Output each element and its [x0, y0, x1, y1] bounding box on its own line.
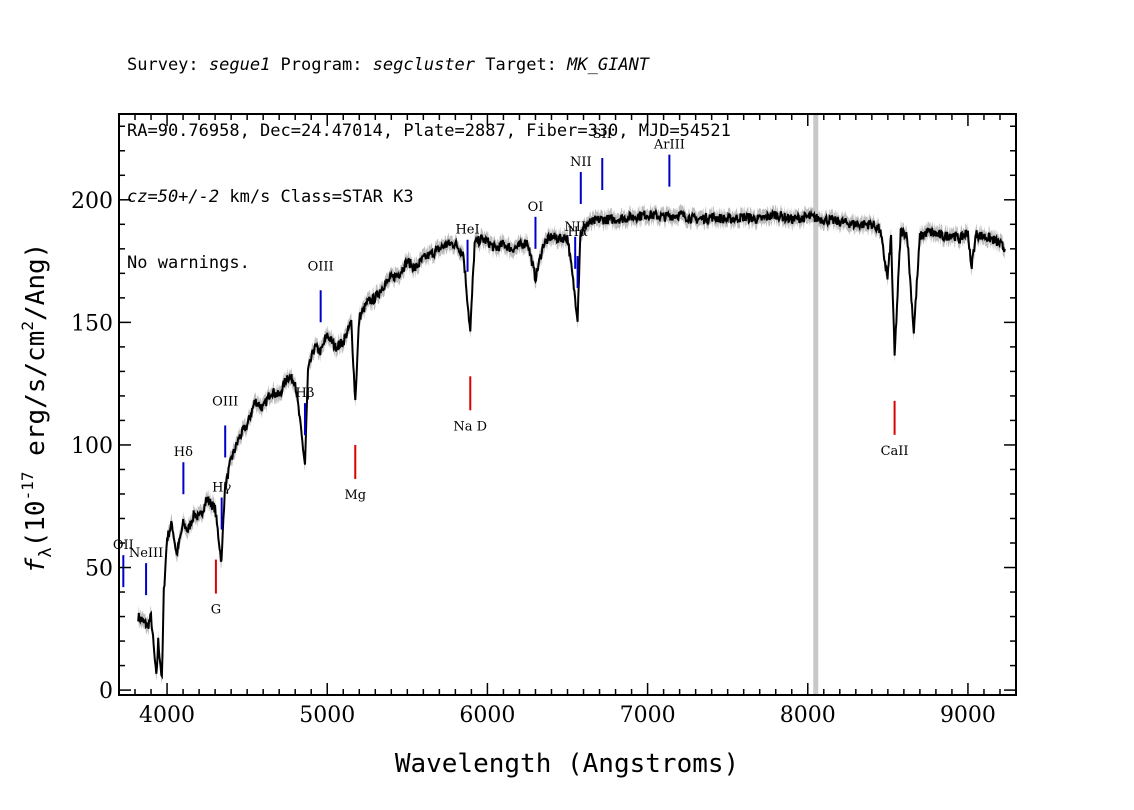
header-line-1: Survey: segue1 Program: segcluster Targe…: [127, 54, 731, 76]
spectral-line-label: ArIII: [653, 138, 685, 153]
spectral-line-label: Hβ: [296, 386, 315, 401]
spectral-line-label: OI: [528, 200, 544, 215]
spectral-line-label: HeI: [455, 223, 479, 238]
y-tick-label: 0: [99, 679, 113, 704]
program-value: segcluster: [372, 55, 476, 75]
x-tick-label: 8000: [780, 703, 836, 728]
y-tick-label: 200: [71, 189, 113, 214]
program-label: Program:: [270, 55, 373, 75]
header-line-3: cz=50+/-2 km/s Class=STAR K3: [127, 186, 731, 208]
spectral-line-label: OIII: [212, 394, 238, 409]
axis-ticks: 4000 5000 6000 7000 8000 9000 0 50 100 150 200: [71, 114, 1017, 728]
spectral-line-label: Mg: [344, 488, 366, 503]
x-tick-label: 6000: [459, 703, 515, 728]
spectral-line-label: Na D: [453, 419, 487, 434]
y-axis-label: fλ(10-17 erg/s/cm2/Ang): [18, 243, 56, 574]
spectral-line-label: NII: [564, 220, 586, 235]
y-tick-label: 50: [85, 557, 113, 582]
header-line-2: RA=90.76958, Dec=24.47014, Plate=2887, F…: [127, 121, 731, 141]
y-tick-label: 100: [71, 434, 113, 459]
x-tick-label: 4000: [139, 703, 195, 728]
x-tick-label: 7000: [620, 703, 676, 728]
target-value: MK_GIANT: [567, 55, 650, 75]
spectral-line-label: NII: [570, 155, 592, 170]
spectrum-line: [137, 207, 1006, 680]
spectral-line-label: Hδ: [174, 445, 193, 460]
redshift-value: cz=50+/-2: [127, 187, 220, 207]
spectral-line-label: G: [211, 603, 221, 618]
survey-label: Survey:: [127, 55, 209, 75]
class-text: km/s Class=STAR K3: [219, 187, 414, 207]
line-markers: OIINeIIIHδHγOIIIHβOIIIHeIOINIIHαNIISIIAr…: [113, 127, 909, 618]
spectral-line-label: OIII: [308, 259, 334, 274]
header-line-4: No warnings.: [127, 253, 250, 273]
y-tick-label: 150: [71, 311, 113, 336]
spectral-line-label: CaII: [881, 444, 909, 459]
spectral-line-label: NeIII: [129, 546, 163, 561]
spectral-line-label: Hγ: [212, 481, 231, 496]
spectral-line-label: SII: [593, 127, 612, 142]
x-tick-label: 9000: [940, 703, 996, 728]
x-tick-label: 5000: [299, 703, 355, 728]
spectrum-series: [137, 207, 1006, 680]
target-label: Target:: [475, 55, 568, 75]
x-axis-label: Wavelength (Angstroms): [395, 749, 739, 779]
spectrum-header: Survey: segue1 Program: segcluster Targe…: [127, 10, 731, 296]
survey-value: segue1: [208, 55, 271, 75]
spectral-line-label: Hα: [568, 225, 588, 240]
